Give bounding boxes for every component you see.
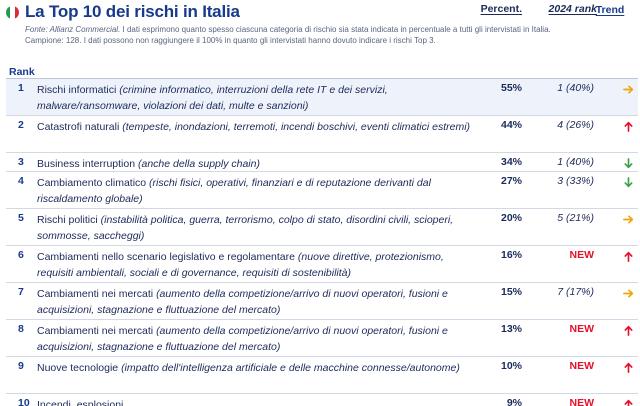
risk-name: Catastrofi naturali [37, 121, 120, 133]
arrow-up-icon [621, 119, 635, 133]
risk-detail: (rischi fisici, operativi, finanziari e … [37, 177, 431, 205]
risk-description: Incendi, esplosioni [37, 397, 473, 406]
rank-number: 2 [18, 119, 24, 131]
table-row: 4 Cambiamento climatico (rischi fisici, o… [6, 172, 638, 209]
risk-name: Rischi informatici [37, 84, 117, 96]
risk-name: Cambiamenti nei mercati [37, 288, 154, 300]
arrow-right-icon [621, 82, 635, 96]
percent-value: 15% [500, 286, 522, 298]
rank-number: 3 [18, 156, 24, 168]
risk-name: Nuove tecnologie [37, 362, 119, 374]
new-badge: NEW [569, 249, 595, 261]
risk-detail: (anche della supply chain) [137, 158, 260, 170]
new-badge: NEW [569, 323, 595, 335]
source-text: I dati esprimono quanto spesso ciascuna … [25, 25, 551, 45]
risk-description: Cambiamenti nei mercati (aumento della c… [37, 286, 473, 318]
arrow-down-icon [621, 175, 635, 189]
risk-name: Rischi politici [37, 214, 98, 226]
arrow-up-icon [621, 323, 635, 337]
table-row: 2 Catastrofi naturali (tempeste, inondazi… [6, 116, 638, 153]
rank-number: 5 [18, 212, 24, 224]
rank-number: 10 [18, 397, 30, 406]
percent-value: 27% [500, 175, 522, 187]
page-title: La Top 10 dei rischi in Italia [25, 2, 240, 21]
table-row: 8 Cambiamenti nei mercati (aumento della … [6, 320, 638, 357]
table-row: 6 Cambiamenti nello scenario legislativo … [6, 246, 638, 283]
header: La Top 10 dei rischi in Italia [6, 2, 634, 22]
rank-number: 1 [18, 82, 24, 94]
column-header-prev-rank: 2024 rank [548, 3, 597, 15]
prev-rank-value: 1 (40%) [557, 82, 594, 94]
source-note: Fonte: Allianz Commercial. I dati esprim… [25, 24, 565, 46]
source-label: Fonte: Allianz Commercial. [25, 25, 121, 34]
risk-description: Cambiamenti nei mercati (aumento della c… [37, 323, 473, 355]
risk-description: Rischi informatici (crimine informatico,… [37, 82, 473, 114]
risk-table: 1 Rischi informatici (crimine informatico… [6, 79, 638, 406]
percent-value: 20% [500, 212, 522, 224]
arrow-down-icon [621, 156, 635, 170]
rank-number: 4 [18, 175, 24, 187]
table-row: 9 Nuove tecnologie (impatto dell'intellig… [6, 357, 638, 394]
table-row: 7 Cambiamenti nei mercati (aumento della … [6, 283, 638, 320]
prev-rank-value: 4 (26%) [557, 119, 594, 131]
arrow-up-icon [621, 360, 635, 374]
arrow-right-icon [621, 212, 635, 226]
risk-detail: (tempeste, inondazioni, terremoti, incen… [122, 121, 471, 133]
rank-number: 9 [18, 360, 24, 372]
percent-value: 9% [506, 397, 522, 406]
percent-value: 55% [500, 82, 522, 94]
percent-value: 13% [500, 323, 522, 335]
risk-description: Rischi politici (instabilità politica, g… [37, 212, 473, 244]
prev-rank-value: 1 (40%) [557, 156, 594, 168]
column-header-percent: Percent. [480, 3, 522, 15]
table-row: 3 Business interruption (anche della supp… [6, 153, 638, 172]
arrow-up-icon [621, 397, 635, 406]
flag-stripe-red [14, 5, 19, 19]
risk-detail: (instabilità politica, guerra, terrorism… [37, 214, 454, 242]
prev-rank-value: 5 (21%) [557, 212, 594, 224]
risk-name: Cambiamenti nei mercati [37, 325, 154, 337]
flag-stripe-green [6, 5, 11, 19]
risk-name: Cambiamento climatico [37, 177, 147, 189]
rank-number: 6 [18, 249, 24, 261]
percent-value: 16% [500, 249, 522, 261]
header-divider [6, 78, 638, 79]
arrow-up-icon [621, 249, 635, 263]
arrow-right-icon [621, 286, 635, 300]
risk-description: Business interruption (anche della suppl… [37, 156, 473, 172]
prev-rank-value: 7 (17%) [557, 286, 594, 298]
italy-flag-icon [6, 5, 19, 19]
risk-detail: (crimine informatico, interruzioni della… [37, 84, 388, 112]
risk-detail: (aumento della competizione/arrivo di nu… [37, 325, 448, 353]
risk-detail: (nuove direttive, protezionismo, requisi… [37, 251, 444, 279]
table-row: 10 Incendi, esplosioni 9% NEW [6, 394, 638, 406]
risk-name: Cambiamenti nello scenario legislativo e… [37, 251, 295, 263]
risk-description: Nuove tecnologie (impatto dell'intellige… [37, 360, 473, 376]
table-row: 1 Rischi informatici (crimine informatico… [6, 79, 638, 116]
risk-name: Business interruption [37, 158, 136, 170]
new-badge: NEW [569, 397, 595, 406]
flag-stripe-white [10, 5, 15, 19]
risk-detail: (impatto dell'intelligenza artificiale e… [121, 362, 460, 374]
risk-description: Cambiamento climatico (rischi fisici, op… [37, 175, 473, 207]
table-row: 5 Rischi politici (instabilità politica, … [6, 209, 638, 246]
percent-value: 34% [500, 156, 522, 168]
risk-description: Catastrofi naturali (tempeste, inondazio… [37, 119, 473, 135]
rank-number: 8 [18, 323, 24, 335]
risk-description: Cambiamenti nello scenario legislativo e… [37, 249, 473, 281]
percent-value: 10% [500, 360, 522, 372]
risk-detail: (aumento della competizione/arrivo di nu… [37, 288, 448, 316]
prev-rank-value: 3 (33%) [557, 175, 594, 187]
column-header-rank: Rank [9, 66, 35, 78]
new-badge: NEW [569, 360, 595, 372]
percent-value: 44% [500, 119, 522, 131]
column-header-trend: Trend [595, 4, 625, 16]
rank-number: 7 [18, 286, 24, 298]
risk-name: Incendi, esplosioni [37, 399, 124, 406]
